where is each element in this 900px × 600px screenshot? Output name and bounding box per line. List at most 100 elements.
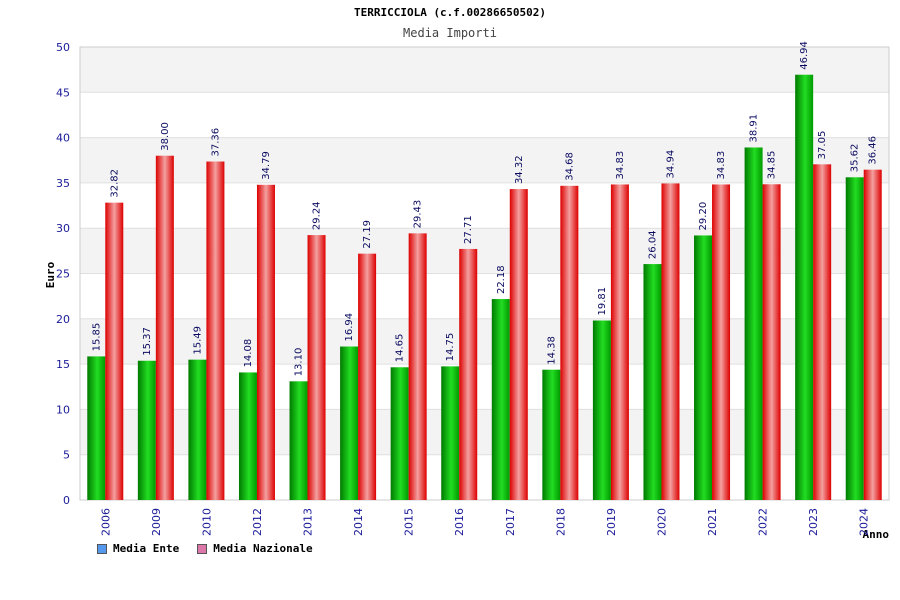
- bar-media-nazionale: [408, 233, 427, 500]
- x-tick-label: 2023: [807, 508, 820, 536]
- bar-media-nazionale: [610, 184, 629, 501]
- bar-media-nazionale: [509, 189, 528, 501]
- chart-title: TERRICCIOLA (c.f.00286650502): [354, 6, 546, 19]
- bar-media-ente: [744, 147, 763, 500]
- y-tick-label: 20: [56, 313, 70, 326]
- x-tick-label: 2013: [302, 508, 315, 536]
- bar-media-nazionale: [863, 169, 882, 500]
- x-tick-label: 2009: [150, 508, 163, 536]
- bar-media-nazionale: [712, 184, 731, 501]
- legend-swatch-media-nazionale: [197, 543, 208, 554]
- value-label: 32.82: [109, 169, 120, 198]
- y-tick-label: 0: [63, 494, 70, 507]
- value-label: 15.85: [91, 323, 102, 352]
- bar-media-ente: [340, 346, 359, 500]
- value-label: 13.10: [294, 348, 305, 377]
- value-label: 29.43: [413, 200, 424, 229]
- value-label: 14.08: [243, 339, 254, 368]
- legend-label-media-ente: Media Ente: [113, 542, 180, 555]
- x-tick-label: 2021: [706, 508, 719, 536]
- value-label: 37.05: [817, 131, 828, 160]
- y-tick-label: 40: [56, 132, 70, 145]
- value-labels: 15.85 32.82 15.37 38.00 15.49 37.36 14.08 34.79…: [91, 41, 878, 376]
- value-label: 15.37: [142, 327, 153, 356]
- bar-media-ente: [238, 372, 257, 500]
- x-tick-label: 2012: [251, 508, 264, 536]
- value-label: 27.19: [362, 220, 373, 249]
- bar-media-ente: [491, 299, 510, 500]
- value-label: 38.91: [749, 114, 760, 143]
- x-tick-label: 2018: [554, 508, 567, 536]
- bar-media-nazionale: [155, 155, 174, 500]
- bar-media-ente: [592, 320, 611, 500]
- grid-band: [80, 47, 889, 93]
- value-label: 22.18: [496, 265, 507, 294]
- value-label: 34.32: [514, 155, 525, 184]
- x-tick-label: 2024: [858, 508, 871, 536]
- bar-media-ente: [289, 381, 308, 500]
- bar-media-nazionale: [256, 184, 275, 500]
- x-tick-label: 2015: [403, 508, 416, 536]
- value-label: 46.94: [799, 41, 810, 70]
- bar-media-nazionale: [358, 253, 377, 500]
- bar-media-ente: [441, 366, 460, 500]
- value-label: 34.83: [716, 151, 727, 180]
- value-label: 14.65: [395, 334, 406, 363]
- bar-media-nazionale: [813, 164, 832, 500]
- bar-media-ente: [694, 235, 713, 500]
- y-tick-label: 10: [56, 403, 70, 416]
- bar-media-ente: [87, 356, 106, 500]
- y-axis-ticks: 0 5 10 15 20 25 30 35 40 45 50: [56, 41, 70, 507]
- bar-media-ente: [542, 369, 561, 500]
- legend: Media Ente Media Nazionale: [97, 542, 313, 555]
- x-tick-label: 2022: [757, 508, 770, 536]
- x-tick-label: 2006: [99, 508, 112, 536]
- bar-media-nazionale: [661, 183, 680, 500]
- x-tick-label: 2017: [504, 508, 517, 536]
- value-label: 19.81: [597, 287, 608, 316]
- value-label: 34.68: [564, 152, 575, 181]
- x-axis-label: Anno: [863, 528, 890, 541]
- plot-frame: [79, 46, 890, 501]
- bar-media-ente: [845, 177, 864, 500]
- value-label: 34.79: [261, 151, 272, 180]
- y-tick-label: 30: [56, 222, 70, 235]
- bar-media-ente: [188, 359, 207, 500]
- bar-media-ente: [137, 360, 156, 500]
- legend-item-media-nazionale[interactable]: Media Nazionale: [197, 542, 313, 555]
- value-label: 14.38: [546, 336, 557, 365]
- y-axis-label: Euro: [44, 261, 57, 288]
- value-label: 35.62: [850, 144, 861, 173]
- bar-media-nazionale: [307, 235, 326, 500]
- x-tick-label: 2020: [655, 508, 668, 536]
- bar-media-nazionale: [762, 184, 781, 500]
- bar-media-nazionale: [459, 248, 478, 500]
- value-label: 15.49: [192, 326, 203, 355]
- y-tick-label: 25: [56, 268, 70, 281]
- chart-subtitle: Media Importi: [403, 26, 497, 40]
- legend-swatch-media-ente: [97, 543, 107, 554]
- bar-media-nazionale: [560, 185, 579, 500]
- legend-label-media-nazionale: Media Nazionale: [213, 542, 313, 555]
- value-label: 38.00: [160, 122, 171, 151]
- bar-media-ente: [390, 367, 409, 500]
- bar-media-nazionale: [206, 161, 225, 500]
- value-label: 37.36: [210, 128, 221, 157]
- x-tick-label: 2010: [200, 508, 213, 536]
- bar-media-ente: [795, 74, 814, 500]
- y-tick-label: 50: [56, 41, 70, 54]
- value-label: 16.94: [344, 313, 355, 342]
- bar-media-ente: [643, 264, 662, 500]
- value-label: 34.85: [767, 151, 778, 180]
- value-label: 36.46: [868, 136, 879, 165]
- legend-item-media-ente[interactable]: Media Ente: [97, 542, 179, 555]
- value-label: 29.24: [312, 201, 323, 230]
- bar-media-nazionale: [105, 202, 124, 500]
- value-label: 34.94: [665, 150, 676, 179]
- y-tick-label: 15: [56, 358, 70, 371]
- x-tick-label: 2016: [453, 508, 466, 536]
- value-label: 29.20: [698, 202, 709, 231]
- value-label: 34.83: [615, 151, 626, 180]
- bars: [87, 74, 882, 501]
